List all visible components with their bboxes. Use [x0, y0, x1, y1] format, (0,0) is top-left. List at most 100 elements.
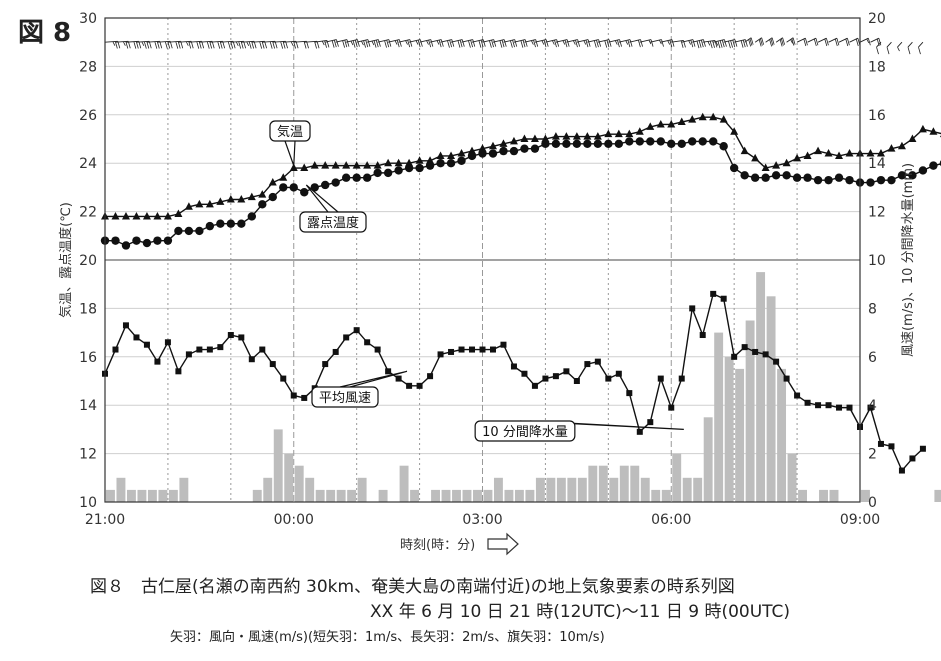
dewpoint-point	[226, 219, 236, 228]
wind-speed-point	[448, 348, 455, 355]
barb-feather	[470, 39, 474, 48]
wind-speed-point	[217, 344, 224, 351]
precip-bar	[315, 489, 325, 502]
wind-barb	[450, 39, 465, 48]
barb-feather	[671, 39, 675, 47]
dewpoint-point	[205, 221, 215, 231]
precip-bar	[462, 489, 472, 502]
barb-feather	[696, 40, 700, 49]
precip-bar	[504, 489, 514, 502]
wind-speed-point	[343, 334, 350, 341]
barb-feather	[314, 41, 317, 49]
barb-feather	[918, 46, 921, 55]
barb-feather	[361, 40, 364, 46]
dewpoint-point	[404, 163, 414, 173]
barb-feather	[692, 39, 696, 47]
y-tick-left: 16	[79, 350, 97, 366]
temperature-point	[520, 134, 529, 142]
barb-feather	[480, 39, 484, 48]
barb-feather	[886, 46, 890, 55]
precip-bar	[693, 477, 703, 502]
wind-barb	[765, 37, 775, 47]
barb-feather	[703, 39, 706, 47]
precip-bar	[651, 489, 661, 502]
annotation-pointer	[284, 140, 296, 166]
precip-bar	[682, 477, 692, 502]
barb-feather	[428, 39, 432, 48]
dewpoint-point	[918, 166, 928, 175]
barb-feather	[707, 41, 711, 46]
dewpoint-point	[132, 236, 141, 245]
y-tick-left: 12	[79, 447, 97, 463]
dewpoint-point	[824, 175, 833, 185]
barb-feather	[583, 40, 587, 45]
barb-feather	[457, 40, 461, 48]
barb-feather	[451, 39, 455, 47]
wind-barb	[754, 37, 765, 47]
temperature-point	[887, 144, 896, 152]
barb-feather	[409, 39, 413, 47]
y-tick-left: 10	[79, 495, 97, 511]
annotation-pointer	[305, 184, 339, 213]
temperature-point	[342, 161, 351, 169]
wind-speed-point	[154, 358, 161, 365]
annotation-pointer	[339, 370, 408, 388]
temperature-point	[551, 132, 560, 140]
barb-feather	[769, 39, 773, 47]
precip-bar	[357, 477, 367, 502]
barb-feather	[790, 39, 793, 44]
barb-feather	[541, 40, 545, 45]
barb-feather	[761, 37, 765, 45]
barb-feather	[185, 41, 189, 46]
precip-bar	[347, 489, 357, 502]
barb-feather	[867, 38, 871, 46]
barb-feather	[415, 40, 419, 45]
barb-feather	[824, 38, 828, 47]
dewpoint-point	[635, 137, 644, 146]
precip-bar	[934, 489, 941, 502]
precip-bar	[598, 465, 608, 502]
wind-barb	[419, 39, 434, 48]
dewpoint-point	[782, 171, 791, 180]
barb-feather	[782, 37, 785, 45]
dewpoint-point	[163, 236, 173, 245]
dewpoint-point	[279, 183, 288, 192]
wind-barb	[566, 39, 581, 48]
barb-feather	[352, 40, 356, 48]
dewpoint-point	[383, 168, 393, 178]
dewpoint-point	[583, 139, 592, 149]
barb-feather	[468, 40, 471, 48]
wind-speed-point	[888, 443, 895, 450]
barb-feather	[269, 41, 273, 49]
wind-speed-point	[594, 358, 601, 365]
barb-feather	[779, 39, 783, 47]
wind-speed-point	[615, 370, 622, 377]
dewpoint-point	[488, 149, 498, 158]
barb-feather	[760, 38, 763, 46]
barb-feather	[386, 39, 390, 48]
wind-speed-point	[469, 346, 476, 353]
precip-bar	[567, 477, 577, 502]
wind-speed-point	[752, 348, 759, 355]
precip-bar	[714, 332, 724, 502]
barb-feather	[791, 38, 795, 46]
dewpoint-point	[478, 149, 487, 158]
barb-feather	[394, 40, 398, 45]
barb-feather	[650, 39, 654, 47]
barb-shaft	[838, 37, 848, 43]
wind-barb	[918, 41, 924, 55]
barb-feather	[596, 39, 599, 48]
wind-barb	[786, 37, 796, 46]
barb-feather	[813, 38, 817, 47]
y-tick-right: 2	[868, 447, 877, 463]
precip-bar	[861, 489, 870, 502]
barb-feather	[493, 39, 497, 47]
barb-feather	[724, 39, 727, 47]
barb-feather	[449, 39, 453, 48]
dewpoint-point	[792, 173, 802, 182]
barb-feather	[836, 38, 840, 46]
temperature-point	[667, 119, 676, 128]
barb-feather	[331, 40, 335, 48]
wind-speed-point	[542, 375, 549, 382]
temperature-point	[289, 163, 298, 172]
